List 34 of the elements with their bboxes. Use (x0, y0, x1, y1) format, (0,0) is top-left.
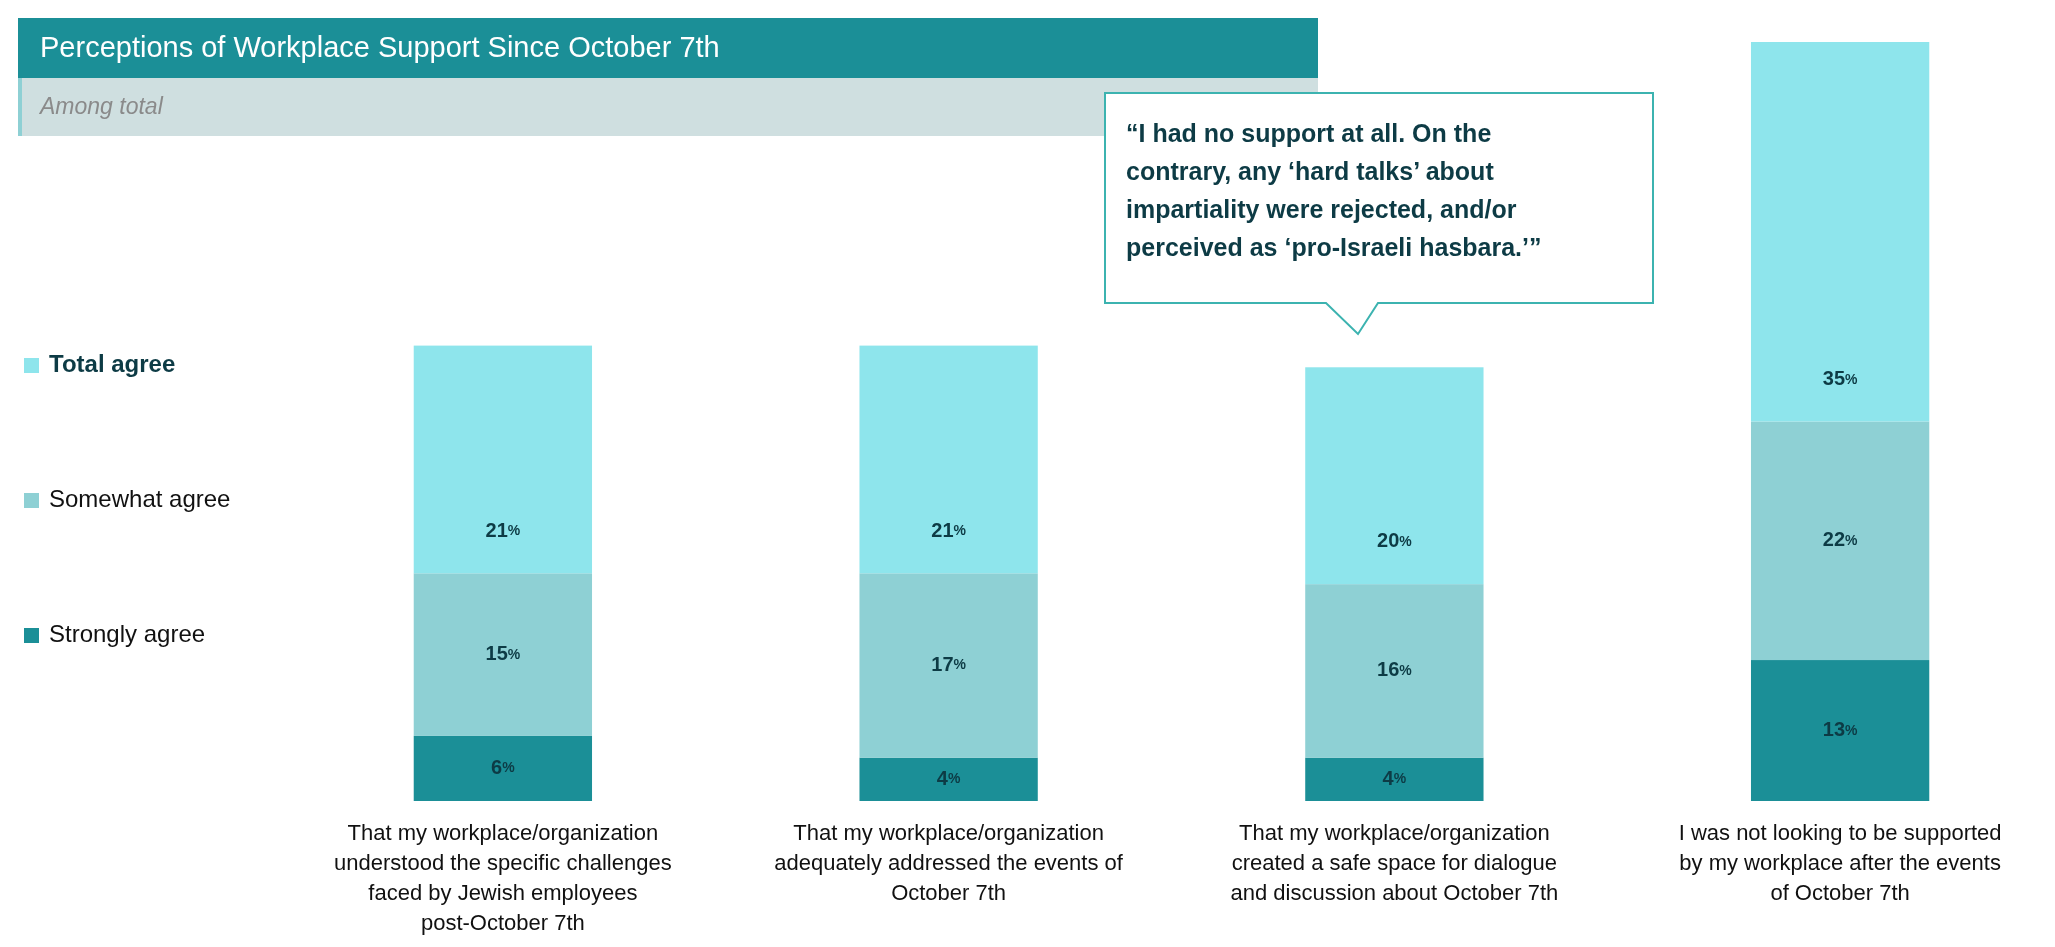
data-label: 16% (1377, 658, 1413, 681)
bar (1305, 584, 1484, 758)
bar (1750, 42, 1930, 422)
data-label: 22% (1822, 528, 1859, 551)
data-label: 35% (1822, 366, 1859, 389)
legend-label: Total agree (49, 350, 176, 378)
annotation: “I had no support at all. On the contrary, any ‘hard talks’ about impartiality were rejected, and/or perceived as ‘pro-Israeli hasbara.’” (1126, 119, 1542, 261)
data-label: 20% (1377, 529, 1413, 552)
legend-label: Strongly agree (49, 620, 206, 648)
x-tick-label: That my workplace/organization understood the specific challenges faced by Jewish employees post-October 7th (334, 820, 672, 935)
text: Among total (38, 93, 164, 120)
bar (859, 345, 1038, 574)
x-tick-label: That my workplace/organization created a safe space for dialogue and discussion about October 7th (1230, 820, 1559, 905)
data-label: 6% (491, 755, 516, 778)
bar (1305, 757, 1484, 801)
bar (413, 735, 593, 801)
data-label: 13% (1822, 717, 1859, 740)
legend-label: Somewhat agree (49, 485, 231, 513)
data-label: 4% (1382, 766, 1407, 789)
data-label: 17% (931, 652, 967, 675)
bar (859, 757, 1038, 801)
data-label: 4% (936, 766, 961, 789)
chart-title: Perceptions of Workplace Support Since October 7th (40, 30, 720, 63)
data-label: 21% (931, 518, 967, 541)
bar (859, 573, 1038, 758)
bar (413, 345, 593, 574)
bar (1750, 421, 1930, 661)
bar (1305, 367, 1484, 585)
x-tick-label: I was not looking to be supported by my workplace after the events of October 7th (1678, 820, 2002, 905)
data-label: 15% (485, 641, 521, 664)
x-tick-label: That my workplace/organization adequately addressed the events of October 7th (774, 820, 1124, 905)
bar (413, 573, 593, 736)
bar (1750, 660, 1930, 801)
data-label: 21% (485, 518, 521, 541)
